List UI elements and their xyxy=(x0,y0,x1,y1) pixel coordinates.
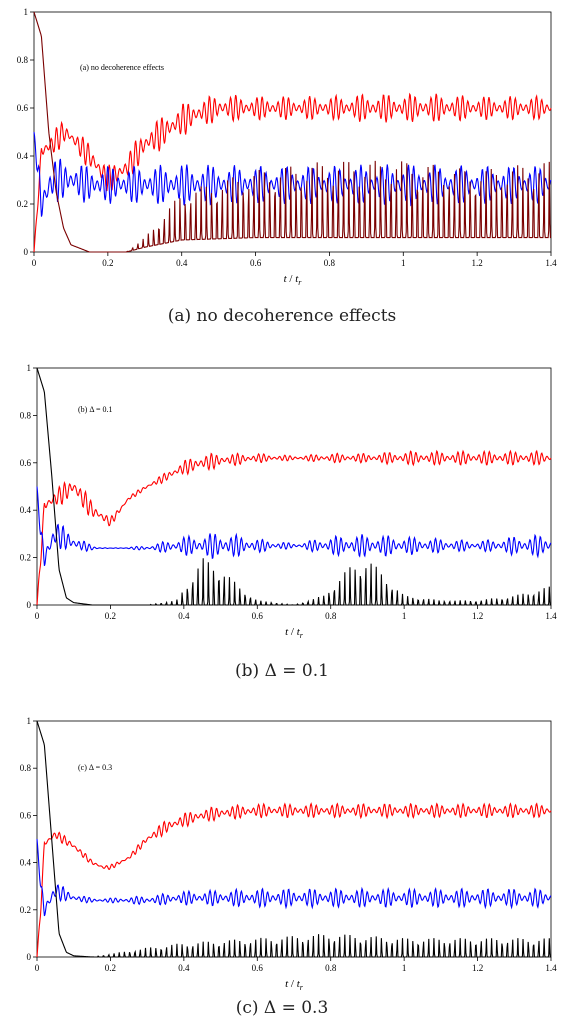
x-axis-label-c: t / tr xyxy=(285,978,304,992)
y-tick-label-b-0: 0 xyxy=(27,600,32,610)
y-tick-label-b-4: 0.8 xyxy=(20,410,32,420)
x-tick-label-c-2: 0.4 xyxy=(178,963,190,973)
plot-frame-c xyxy=(36,720,552,958)
x-tick-label-c-6: 1.2 xyxy=(472,963,483,973)
x-tick-label-c-5: 1 xyxy=(402,963,407,973)
x-tick-label-a-6: 1.2 xyxy=(472,258,483,268)
x-tick-label-c-4: 0.8 xyxy=(325,963,337,973)
x-tick-label-b-7: 1.4 xyxy=(545,611,557,621)
series-line-a-2 xyxy=(33,11,551,253)
plot-frame-a xyxy=(33,11,552,253)
y-tick-label-b-5: 1 xyxy=(27,363,32,373)
y-tick-label-a-4: 0.8 xyxy=(17,55,29,65)
annotation-b: (b) Δ = 0.1 xyxy=(78,405,113,414)
x-tick-label-a-4: 0.8 xyxy=(324,258,336,268)
x-tick-label-a-5: 1 xyxy=(401,258,406,268)
y-tick-label-c-2: 0.4 xyxy=(20,858,32,868)
y-tick-label-a-5: 1 xyxy=(24,7,29,17)
x-tick-label-a-2: 0.4 xyxy=(176,258,188,268)
x-tick-label-b-2: 0.4 xyxy=(178,611,190,621)
x-tick-label-c-7: 1.4 xyxy=(545,963,557,973)
caption-b: (b) Δ = 0.1 xyxy=(235,661,329,681)
annotation-c: (c) Δ = 0.3 xyxy=(78,763,112,772)
plot-frame-b xyxy=(36,367,552,606)
y-tick-label-c-4: 0.8 xyxy=(20,763,32,773)
series-line-c-2 xyxy=(36,720,551,958)
x-tick-label-b-1: 0.2 xyxy=(105,611,116,621)
x-axis-label-b: t / tr xyxy=(285,626,304,640)
series-line-b-2 xyxy=(36,367,551,606)
x-tick-label-b-3: 0.6 xyxy=(252,611,264,621)
y-tick-label-c-0: 0 xyxy=(27,952,32,962)
x-axis-label-a: t / tr xyxy=(284,273,303,287)
x-tick-label-a-7: 1.4 xyxy=(545,258,557,268)
y-tick-label-b-1: 0.2 xyxy=(20,553,31,563)
chart-c-svg: 0 0.2 0.4 0.6 0.8 1 1.2 1.4 0 0.2 0.4 0.6 0.8 1 t / tr… xyxy=(20,716,557,992)
chart-panel-b: 0 0.2 0.4 0.6 0.8 1 1.2 1.4 0 0.2 0.4 0.6 0.8 1 t / tr… xyxy=(0,352,564,697)
y-tick-label-b-2: 0.4 xyxy=(20,505,32,515)
x-tick-label-b-4: 0.8 xyxy=(325,611,337,621)
chart-b-svg: 0 0.2 0.4 0.6 0.8 1 1.2 1.4 0 0.2 0.4 0.6 0.8 1 t / tr… xyxy=(20,363,557,640)
series-line-c-0 xyxy=(36,802,552,958)
x-tick-label-a-0: 0 xyxy=(32,258,37,268)
series-line-a-0 xyxy=(33,92,552,253)
y-tick-label-a-1: 0.2 xyxy=(17,199,28,209)
x-tick-label-b-0: 0 xyxy=(35,611,40,621)
x-tick-label-c-1: 0.2 xyxy=(105,963,116,973)
x-tick-label-a-1: 0.2 xyxy=(102,258,113,268)
annotation-a: (a) no decoherence effects xyxy=(80,63,164,72)
x-tick-label-b-5: 1 xyxy=(402,611,407,621)
chart-panel-a: 0 0.2 0.4 0.6 0.8 1 1.2 1.4 0 0.2 0.4 0.6 0.8 1 t / tr… xyxy=(0,0,564,340)
y-tick-label-a-3: 0.6 xyxy=(17,103,29,113)
x-tick-label-c-3: 0.6 xyxy=(252,963,264,973)
chart-a-svg: 0 0.2 0.4 0.6 0.8 1 1.2 1.4 0 0.2 0.4 0.6 0.8 1 t / tr… xyxy=(17,7,557,287)
caption-a: (a) no decoherence effects xyxy=(167,306,397,326)
series-line-a-1 xyxy=(33,131,552,217)
y-tick-label-c-3: 0.6 xyxy=(20,810,32,820)
y-tick-label-a-2: 0.4 xyxy=(17,151,29,161)
y-tick-label-c-5: 1 xyxy=(27,716,32,726)
y-tick-label-b-3: 0.6 xyxy=(20,458,32,468)
caption-c: (c) Δ = 0.3 xyxy=(235,998,329,1018)
y-tick-label-a-0: 0 xyxy=(24,247,29,257)
x-tick-label-b-6: 1.2 xyxy=(472,611,483,621)
series-line-b-0 xyxy=(36,449,552,606)
y-tick-label-c-1: 0.2 xyxy=(20,905,31,915)
chart-panel-c: 0 0.2 0.4 0.6 0.8 1 1.2 1.4 0 0.2 0.4 0.6 0.8 1 t / tr… xyxy=(0,705,564,1030)
series-line-b-1 xyxy=(36,486,552,566)
x-tick-label-c-0: 0 xyxy=(35,963,40,973)
x-tick-label-a-3: 0.6 xyxy=(250,258,262,268)
series-line-c-1 xyxy=(36,838,552,917)
